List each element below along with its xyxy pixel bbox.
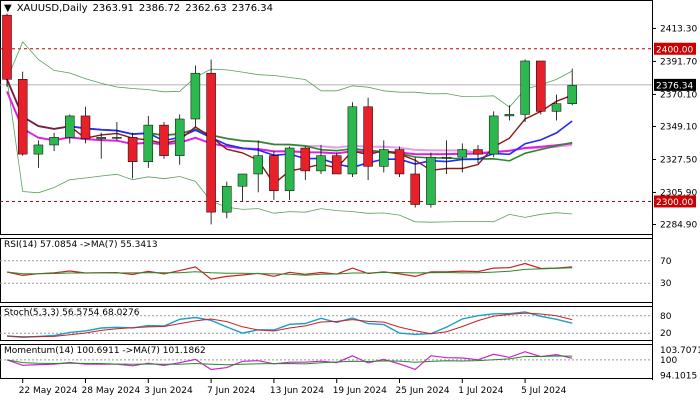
candle-body: [473, 149, 483, 155]
candle-body: [410, 173, 420, 205]
stoch-d-line: [6, 312, 573, 338]
current-price-tag-box: [654, 78, 696, 91]
stoch-level-label: 20: [660, 329, 672, 339]
rsi-label: RSI(14) 57.0854 ->MA(7) 55.3413: [4, 240, 158, 250]
candle-body: [17, 79, 28, 155]
candle-body: [394, 149, 405, 175]
candle-body: [80, 115, 91, 140]
price-tick-label: 2284.90: [660, 221, 697, 231]
candle-body: [65, 115, 75, 138]
bollinger-upper: [6, 41, 573, 108]
rsi-level-label: 70: [660, 257, 672, 267]
price-tick-label: 2370.10: [660, 90, 697, 100]
price-tick-label: 2391.70: [660, 57, 697, 67]
candle-body: [127, 137, 138, 163]
chart-header: ▼ XAUUSD,Daily 2363.91 2386.72 2362.63 2376.3…: [4, 3, 278, 14]
date-tick-label: 22 May 2024: [19, 386, 78, 396]
candle-body: [112, 137, 122, 139]
candle-body: [33, 144, 44, 155]
price-tick-label: 2349.10: [660, 122, 697, 132]
support-tag-box: [654, 195, 696, 208]
main-panel: [0, 13, 652, 225]
candle-body: [143, 124, 154, 163]
stoch-k-line: [6, 311, 573, 339]
close-value: 2376.34: [231, 3, 273, 14]
stoch-label: Stoch(5,3,3) 56.5754 68.0276: [4, 308, 140, 318]
candle-body: [347, 106, 358, 175]
date-axis: 22 May 2024 28 May 2024 3 Jun 2024 7 Jun 20…: [19, 379, 567, 396]
date-tick-label: 5 Jul 2024: [521, 386, 566, 396]
candle-body: [488, 115, 499, 155]
rsi-ma-line: [6, 267, 573, 276]
date-tick-label: 3 Jun 2024: [144, 386, 193, 396]
candle-body: [316, 155, 326, 172]
main-panel-frame: [0, 0, 653, 235]
momentum-level-label: 100: [660, 356, 677, 366]
stoch-panel: 80 20: [0, 311, 672, 339]
candle-body: [551, 103, 562, 112]
support-tag: 2300.00: [656, 198, 693, 208]
price-tick-label: 2327.50: [660, 155, 697, 165]
candle-body: [520, 60, 530, 115]
panel-frames: [0, 0, 653, 380]
date-tick-label: 13 Jun 2024: [270, 386, 324, 396]
candle-body: [379, 149, 389, 167]
candle-body: [536, 60, 546, 112]
candle-body: [174, 118, 185, 156]
candle-body: [363, 106, 373, 167]
candle-body: [441, 156, 452, 159]
candle-body: [190, 72, 201, 120]
resistance-tag: 2400.00: [656, 45, 693, 55]
date-tick-label: 28 May 2024: [82, 386, 141, 396]
price-axis: 2413.30 2391.70 2370.10 2349.10 2327.50 2305.…: [652, 24, 697, 231]
candle-body: [284, 147, 295, 192]
momentum-line: [6, 351, 573, 371]
open-value: 2363.91: [92, 3, 134, 14]
candle-body: [253, 155, 263, 175]
ma-pink-line: [6, 78, 573, 154]
candle-body: [567, 85, 577, 104]
candle-body: [96, 137, 106, 140]
candle-body: [331, 155, 342, 175]
date-tick-label: 1 Jul 2024: [458, 386, 503, 396]
candle-body: [504, 114, 515, 117]
momentum-ma-line: [6, 355, 573, 366]
candle-body: [457, 149, 468, 158]
price-tick-label: 2413.30: [660, 24, 697, 34]
candle-body: [222, 185, 232, 213]
candle-body: [269, 155, 279, 192]
high-value: 2386.72: [138, 3, 181, 14]
symbol-label: XAUUSD,Daily: [16, 3, 88, 14]
candle-body: [426, 156, 436, 205]
rsi-line: [6, 262, 573, 280]
candle-body: [159, 124, 169, 156]
momentum-level-label: 94.1015: [660, 371, 697, 381]
candle-body: [300, 147, 311, 172]
bollinger-lower: [6, 79, 573, 223]
resistance-tag-box: [654, 42, 696, 55]
candle-body: [2, 14, 12, 80]
candle-body: [49, 137, 59, 146]
low-value: 2362.63: [185, 3, 227, 14]
price-tick-label: 2305.90: [660, 188, 697, 198]
date-tick-label: 25 Jun 2024: [396, 386, 450, 396]
date-tick-label: 7 Jun 2024: [207, 386, 256, 396]
momentum-level-label: 103.7071: [660, 346, 700, 356]
rsi-panel: 70 30: [0, 257, 672, 289]
candle-body: [206, 72, 216, 213]
collapse-triangle-icon[interactable]: ▼: [4, 3, 12, 14]
date-tick-label: 19 Jun 2024: [333, 386, 387, 396]
momentum-label: Momentum(14) 100.6911 ->MA(7) 101.1862: [4, 346, 206, 356]
rsi-level-label: 30: [660, 279, 672, 289]
candle-body: [237, 173, 248, 187]
stoch-level-label: 80: [660, 312, 672, 322]
current-price-tag: 2376.34: [656, 81, 693, 91]
